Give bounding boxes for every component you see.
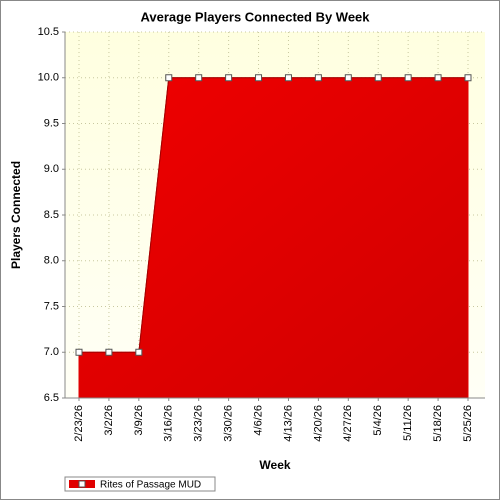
marker <box>195 74 203 82</box>
y-tick-label: 6.5 <box>44 392 59 404</box>
marker <box>284 74 292 82</box>
marker <box>344 74 352 82</box>
marker <box>314 74 322 82</box>
x-tick-label: 3/2/26 <box>103 405 115 436</box>
y-tick-label: 8.5 <box>44 209 59 221</box>
y-tick-label: 9.5 <box>44 117 59 129</box>
x-tick-label: 3/16/26 <box>163 405 175 442</box>
x-tick-label: 4/13/26 <box>282 405 294 442</box>
y-tick-label: 8.0 <box>44 255 59 267</box>
marker <box>374 74 382 82</box>
x-tick-label: 3/9/26 <box>133 405 145 436</box>
y-tick-label: 9.0 <box>44 163 59 175</box>
x-tick-label: 5/25/26 <box>462 405 474 442</box>
y-axis-label: Players Connected <box>9 161 23 269</box>
marker <box>135 348 143 356</box>
x-tick-label: 4/27/26 <box>342 405 354 442</box>
marker <box>404 74 412 82</box>
x-tick-label: 3/30/26 <box>223 405 235 442</box>
legend-label: Rites of Passage MUD <box>100 480 201 491</box>
legend-marker <box>78 480 86 488</box>
y-tick-label: 7.0 <box>44 346 59 358</box>
marker <box>165 74 173 82</box>
x-tick-label: 2/23/26 <box>73 405 85 442</box>
marker <box>225 74 233 82</box>
marker <box>255 74 263 82</box>
legend <box>64 476 216 492</box>
x-tick-label: 4/6/26 <box>252 405 264 436</box>
line <box>79 77 468 353</box>
x-tick-label: 4/20/26 <box>312 405 324 442</box>
x-axis-label: Week <box>259 458 290 472</box>
marker <box>75 348 83 356</box>
marker <box>464 74 472 82</box>
y-tick-label: 10.0 <box>38 72 59 84</box>
y-tick-label: 7.5 <box>44 300 59 312</box>
marker <box>105 348 113 356</box>
marker <box>434 74 442 82</box>
x-tick-label: 3/23/26 <box>193 405 205 442</box>
x-tick-label: 5/4/26 <box>372 405 384 436</box>
y-tick-label: 10.5 <box>38 26 59 38</box>
chart-title: Average Players Connected By Week <box>140 9 370 24</box>
x-tick-label: 5/18/26 <box>432 405 444 442</box>
x-tick-label: 5/11/26 <box>402 405 414 441</box>
